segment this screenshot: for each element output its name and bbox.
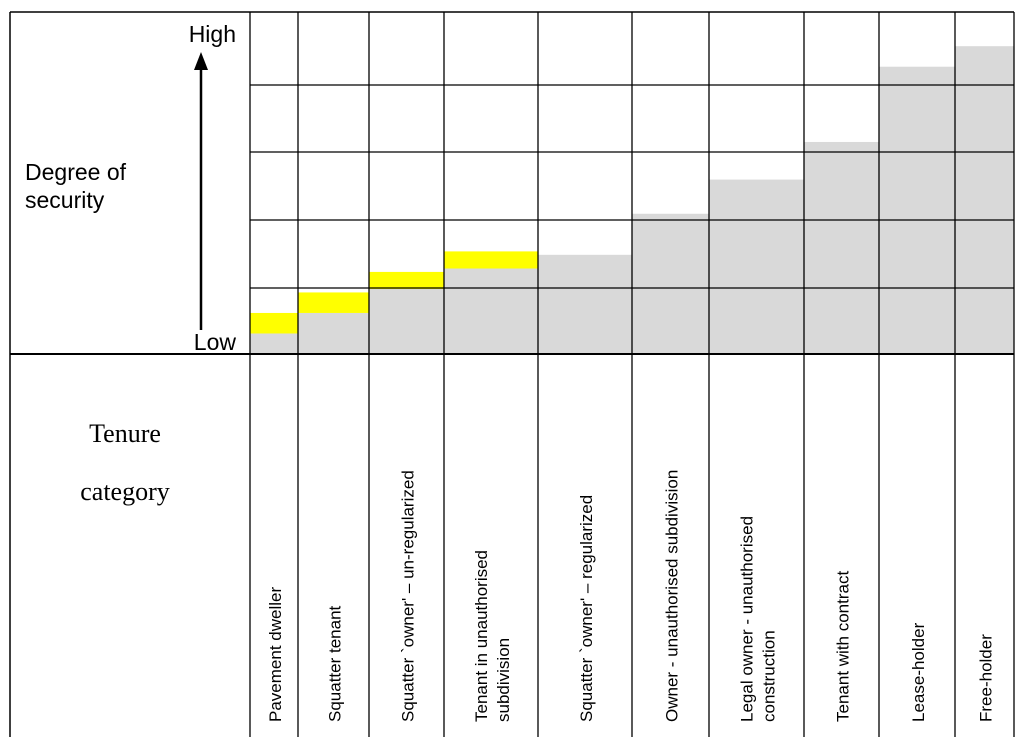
grid-layer bbox=[9, 11, 1015, 737]
security-bar-8 bbox=[804, 141, 879, 354]
category-label-7-line-1: Legal owner - unauthorised bbox=[738, 516, 757, 722]
category-labels: Pavement dweller Squatter tenant Squatter … bbox=[266, 470, 996, 722]
category-label-1: Pavement dweller bbox=[266, 587, 285, 722]
security-range-bar-4 bbox=[444, 251, 538, 269]
category-label-10: Free-holder bbox=[977, 634, 996, 722]
category-label-6: Owner - unauthorised subdivision bbox=[663, 470, 682, 722]
x-axis-label-line1: Tenure bbox=[89, 419, 161, 448]
category-label-9: Lease-holder bbox=[909, 622, 928, 722]
category-label-4-line-1: Tenant in unauthorised bbox=[472, 550, 491, 722]
security-bar-9 bbox=[879, 66, 955, 354]
security-bar-3 bbox=[369, 289, 444, 354]
security-bar-1 bbox=[250, 333, 298, 354]
security-bar-7 bbox=[709, 179, 804, 354]
y-low-label: Low bbox=[194, 329, 237, 355]
security-range-bar-2 bbox=[298, 292, 369, 313]
category-label-4-line-2: subdivision bbox=[494, 638, 513, 722]
category-label-5: Squatter `owner' – regularized bbox=[577, 495, 596, 722]
category-label-3: Squatter `owner' – un-regularized bbox=[399, 470, 418, 722]
security-bar-10 bbox=[955, 46, 1014, 354]
security-bar-5 bbox=[538, 254, 632, 354]
security-range-bar-1 bbox=[250, 312, 298, 334]
security-bar-4 bbox=[444, 268, 538, 354]
category-label-7-line-2: construction bbox=[760, 630, 779, 722]
up-arrow-icon bbox=[194, 52, 208, 330]
y-axis-label: Degree of security bbox=[25, 159, 127, 213]
category-label-2: Squatter tenant bbox=[326, 605, 345, 722]
y-high-label: High bbox=[189, 21, 236, 47]
category-label-8: Tenant with contract bbox=[834, 571, 853, 722]
bars-layer bbox=[250, 46, 1014, 354]
security-bar-2 bbox=[298, 312, 369, 354]
x-axis-label-line2: category bbox=[80, 477, 170, 506]
security-range-bar-3 bbox=[369, 271, 444, 290]
security-bar-6 bbox=[632, 213, 709, 354]
